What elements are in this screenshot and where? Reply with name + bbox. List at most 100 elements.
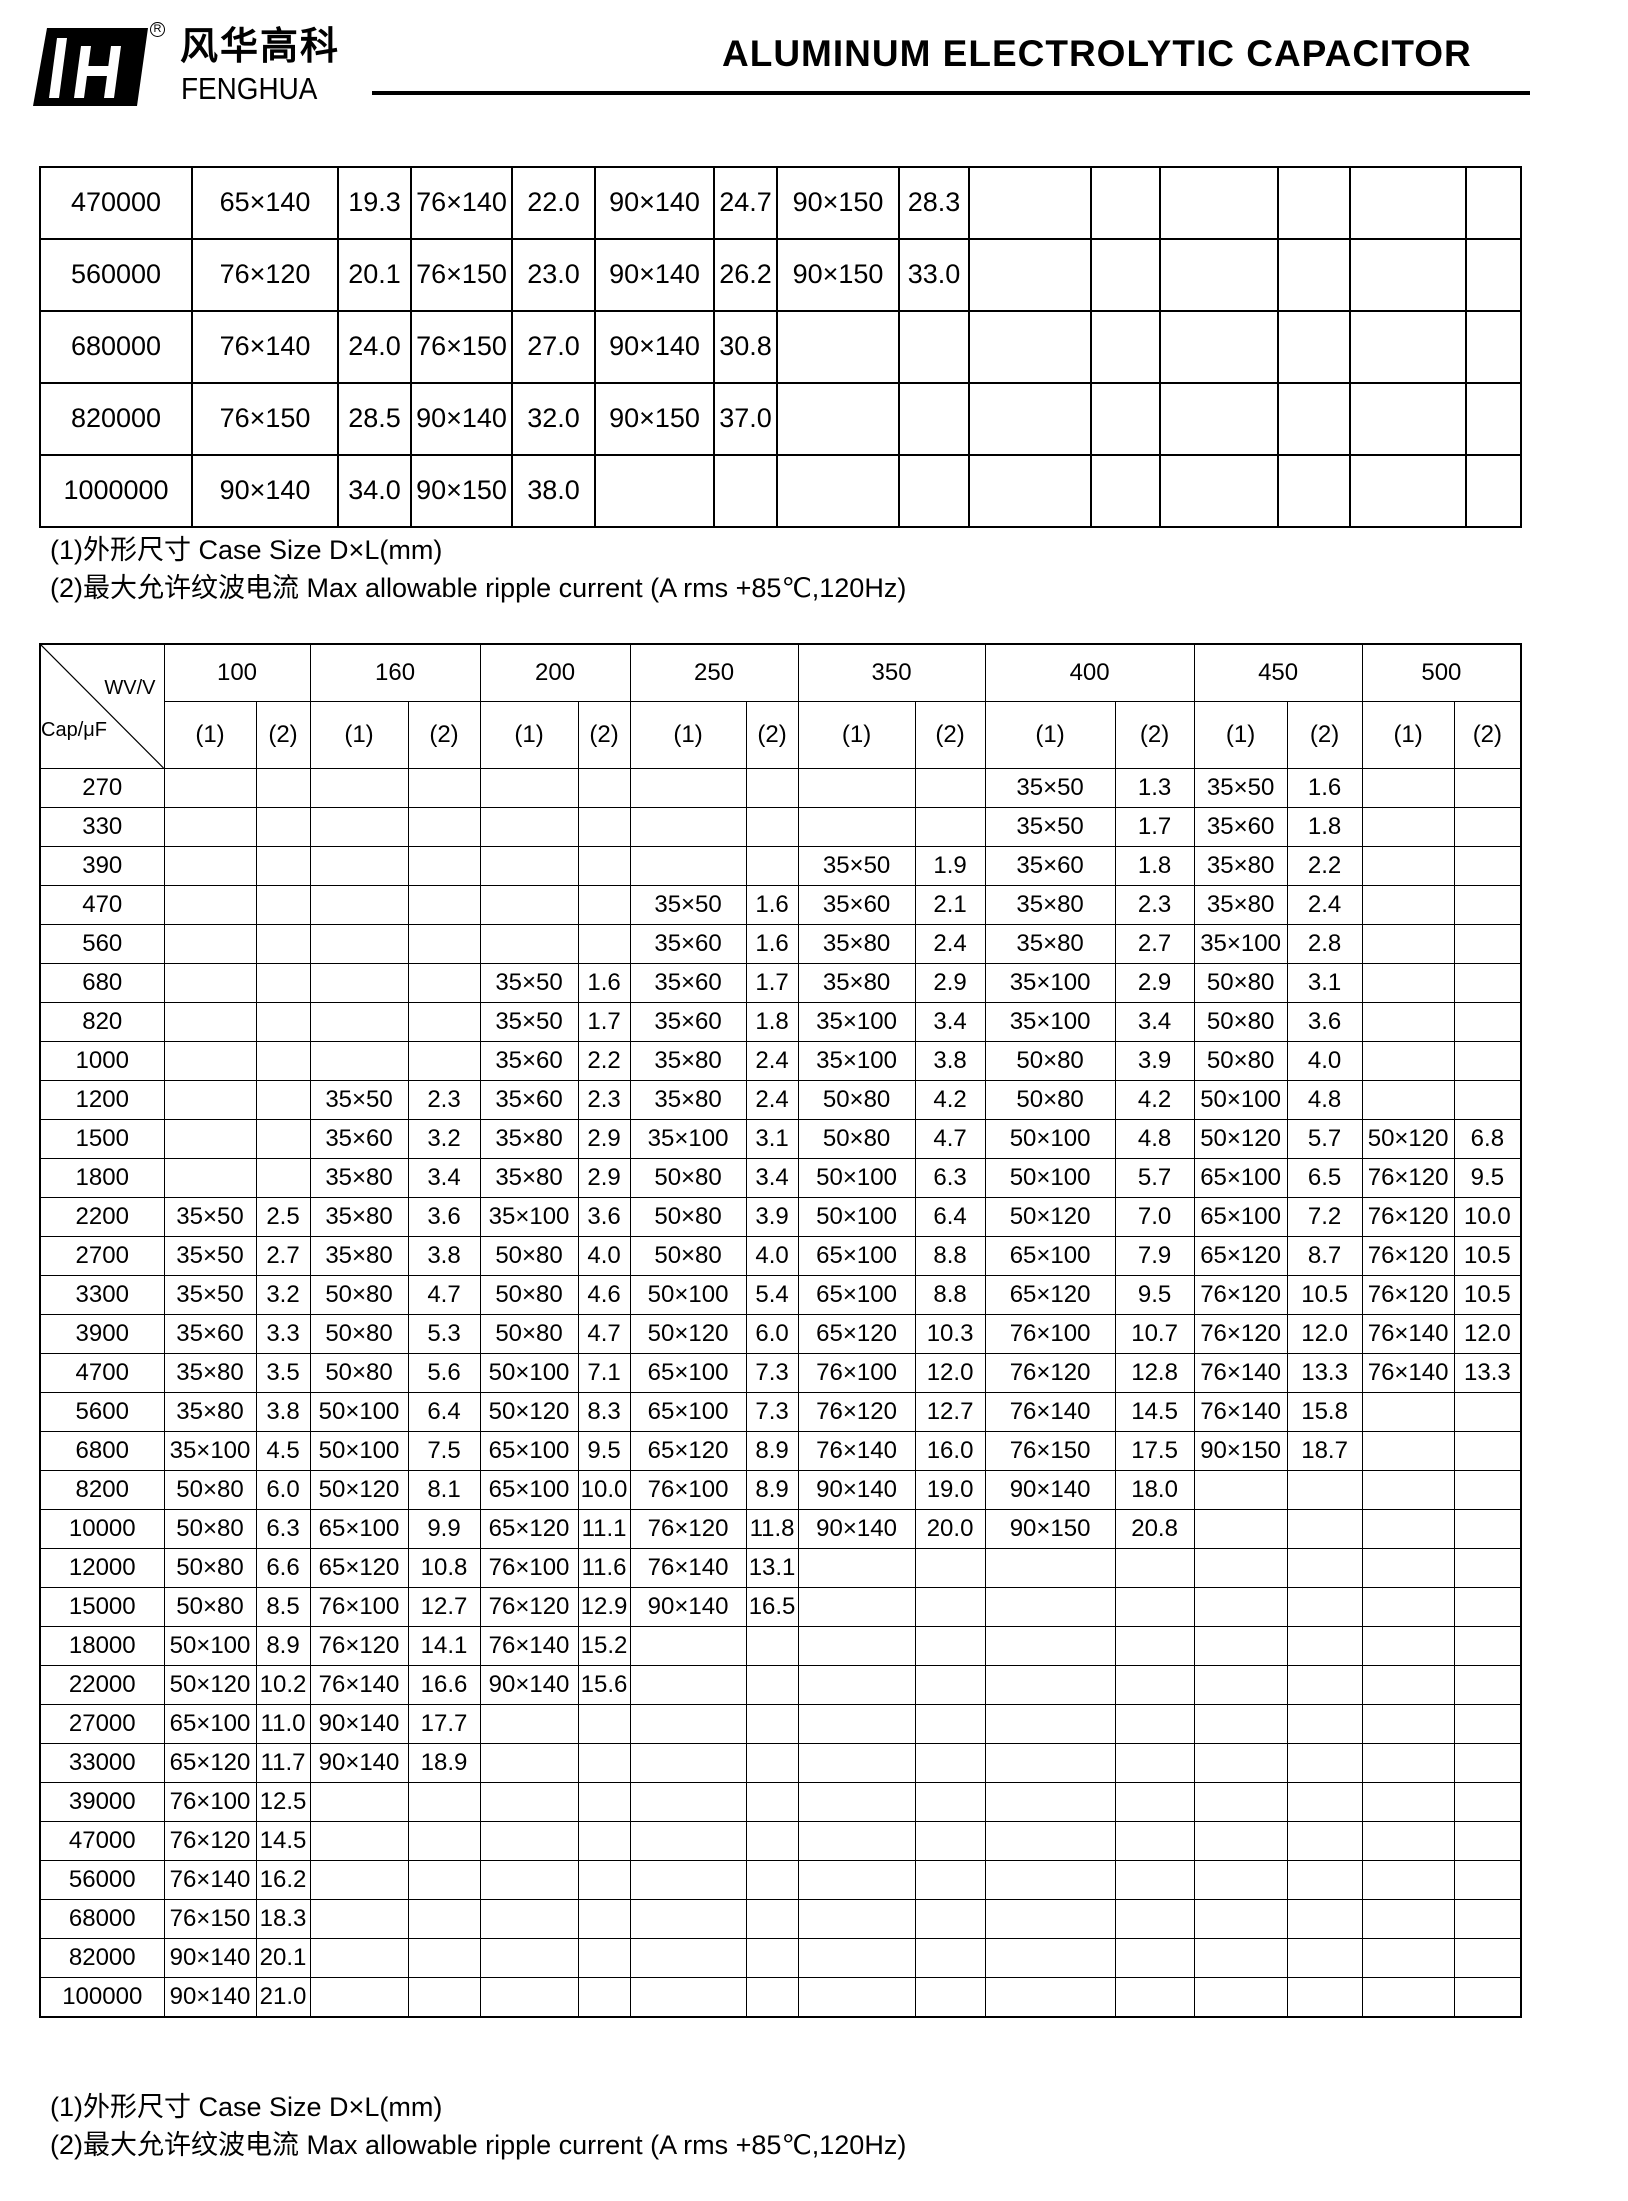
case-size-cell: 65×100 (479, 1431, 579, 1471)
case-size-cell: 90×150 (776, 166, 900, 240)
ripple-current-cell: 6.4 (407, 1392, 481, 1432)
case-size-cell (1159, 310, 1279, 384)
ripple-current-cell: 4.7 (914, 1119, 986, 1159)
voltage-header-row: WV/V Cap/μF 100 160 200 250 350 400 450 500 (39, 643, 1522, 769)
table-row: 3300 35×50 3.2 50×80 4.7 50×80 4.6 50×100 5.4 65×… (39, 1275, 1522, 1315)
case-size-cell (1361, 1002, 1455, 1042)
ripple-current-cell: 3.3 (255, 1314, 311, 1354)
ripple-current-cell (1453, 1509, 1522, 1549)
case-size-cell (1193, 1860, 1288, 1900)
case-size-cell: 65×100 (629, 1353, 747, 1393)
capacitance-cell: 560 (39, 924, 165, 964)
ripple-current-cell: 4.7 (577, 1314, 631, 1354)
case-size-cell (309, 924, 409, 964)
case-size-cell: 76×140 (1193, 1392, 1288, 1432)
case-size-cell: 50×80 (629, 1158, 747, 1198)
case-size-cell (1159, 166, 1279, 240)
case-size-cell: 35×80 (309, 1236, 409, 1276)
ripple-current-cell: 2.4 (745, 1080, 799, 1120)
ripple-current-cell (1286, 1587, 1363, 1627)
case-size-cell (797, 1665, 916, 1705)
case-size-cell (797, 1743, 916, 1783)
case-size-cell: 50×100 (309, 1392, 409, 1432)
case-size-cell (1349, 454, 1467, 528)
ripple-current-header: (2) (1114, 701, 1195, 769)
ripple-current-cell: 20.1 (255, 1938, 311, 1978)
case-size-cell: 35×60 (1193, 807, 1288, 847)
ripple-current-cell (1453, 1431, 1522, 1471)
capacitance-cell: 2700 (39, 1236, 165, 1276)
ripple-current-cell: 4.8 (1114, 1119, 1195, 1159)
ripple-current-cell: 2.8 (1286, 924, 1363, 964)
case-size-cell (1361, 1665, 1455, 1705)
ripple-current-cell (1453, 1821, 1522, 1861)
case-size-cell: 76×120 (1193, 1314, 1288, 1354)
case-size-cell: 50×80 (629, 1197, 747, 1237)
ripple-current-cell (1453, 1743, 1522, 1783)
case-size-cell: 76×100 (163, 1782, 257, 1822)
ripple-current-cell: 9.9 (407, 1509, 481, 1549)
case-size-cell (1361, 1821, 1455, 1861)
case-size-cell (163, 846, 257, 886)
ripple-current-cell (1286, 1743, 1363, 1783)
ripple-current-cell: 16.6 (407, 1665, 481, 1705)
case-size-cell (797, 1860, 916, 1900)
case-size-cell: 35×60 (479, 1080, 579, 1120)
case-size-cell (309, 846, 409, 886)
case-size-cell: 35×100 (984, 1002, 1116, 1042)
voltage-header-450: 450 (1193, 643, 1363, 702)
case-size-cell (309, 1938, 409, 1978)
ripple-current-cell (1286, 1548, 1363, 1588)
ripple-current-cell: 3.6 (407, 1197, 481, 1237)
ripple-current-cell (407, 924, 481, 964)
ripple-current-cell: 32.0 (511, 382, 596, 456)
case-size-cell: 35×80 (1193, 885, 1288, 925)
ripple-current-cell (1453, 1548, 1522, 1588)
table-row: 1800 35×80 3.4 35×80 2.9 50×80 3.4 50×100 6.3 50×… (39, 1158, 1522, 1198)
case-size-cell: 35×100 (797, 1041, 916, 1081)
ripple-current-cell (1114, 1899, 1195, 1939)
case-size-cell: 50×80 (1193, 963, 1288, 1003)
ripple-current-header: (2) (1286, 701, 1363, 769)
ripple-current-cell (1090, 454, 1161, 528)
table-row: 56000 76×140 16.2 (39, 1860, 1522, 1900)
case-size-cell (309, 1977, 409, 2018)
ripple-current-cell (1286, 1626, 1363, 1666)
table-row: 27000 65×100 11.0 90×140 17.7 (39, 1704, 1522, 1744)
case-size-cell: 50×80 (797, 1119, 916, 1159)
case-size-cell: 35×50 (1193, 768, 1288, 808)
ripple-current-cell (914, 1743, 986, 1783)
case-size-cell (629, 1782, 747, 1822)
capacitance-cell: 10000 (39, 1509, 165, 1549)
case-size-cell (479, 1704, 579, 1744)
ripple-current-cell (407, 807, 481, 847)
case-size-cell: 76×120 (1361, 1275, 1455, 1315)
ripple-current-cell: 12.5 (255, 1782, 311, 1822)
case-size-cell (1349, 238, 1467, 312)
case-size-cell (984, 1548, 1116, 1588)
ripple-current-cell: 3.8 (407, 1236, 481, 1276)
ripple-current-cell (898, 310, 970, 384)
case-size-cell: 76×120 (1361, 1158, 1455, 1198)
case-size-cell (629, 1860, 747, 1900)
table-row: 680 35×50 1.6 35×60 1.7 35×80 2.9 35×100 2.9 50×8… (39, 963, 1522, 1003)
case-size-cell (629, 1704, 747, 1744)
table-row: 820 35×50 1.7 35×60 1.8 35×100 3.4 35×100 3.4 50×… (39, 1002, 1522, 1042)
case-size-cell: 76×150 (191, 382, 339, 456)
capacitance-cell: 27000 (39, 1704, 165, 1744)
case-size-cell: 35×80 (797, 924, 916, 964)
ripple-current-cell: 5.4 (745, 1275, 799, 1315)
case-size-cell (479, 807, 579, 847)
ripple-current-cell: 6.0 (745, 1314, 799, 1354)
capacitance-cell: 5600 (39, 1392, 165, 1432)
table-row: 560 35×60 1.6 35×80 2.4 35×80 2.7 35×100 2.8 (39, 924, 1522, 964)
table-row: 39000 76×100 12.5 (39, 1782, 1522, 1822)
case-size-cell: 65×100 (163, 1704, 257, 1744)
case-size-cell: 50×80 (797, 1080, 916, 1120)
ripple-current-cell: 8.7 (1286, 1236, 1363, 1276)
ripple-current-cell: 19.3 (337, 166, 412, 240)
case-size-cell: 50×120 (1361, 1119, 1455, 1159)
case-size-cell: 50×80 (479, 1236, 579, 1276)
ripple-current-cell: 3.4 (745, 1158, 799, 1198)
case-size-cell (163, 807, 257, 847)
